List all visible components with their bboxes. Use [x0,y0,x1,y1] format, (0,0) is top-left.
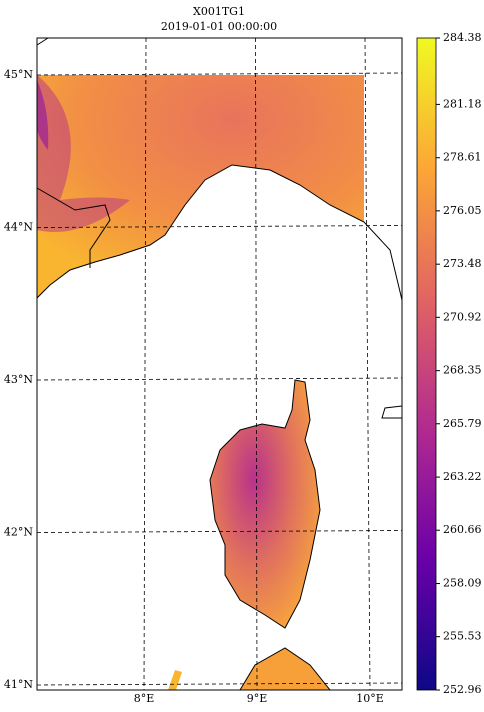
colorbar-tick-label: 265.79 [443,417,482,430]
lat-grid-line [36,72,403,76]
map-area [36,37,403,691]
map-subtitle: 2019-01-01 00:00:00 [161,20,277,33]
lon-label: 8°E [134,692,155,705]
lat-label: 43°N [4,373,33,386]
lat-grid-line [36,682,403,686]
lat-label: 41°N [4,678,33,691]
coastline [36,164,403,301]
lon-grid-line [143,37,147,691]
lat-grid-line [36,225,403,228]
colorbar-tick-label: 273.48 [443,257,482,270]
colorbar-tick-label: 284.38 [443,31,482,44]
colorbar-gradient [416,37,437,691]
lon-grid-line [364,37,371,691]
colorbar-tick-label: 252.96 [443,683,482,696]
colorbar [416,37,437,691]
colorbar-tick-label: 255.53 [443,630,482,643]
lon-label: 9°E [247,692,268,705]
lat-grid-line [36,530,403,533]
colorbar-tick-label: 263.22 [443,470,482,483]
lon-grid-line [255,37,258,691]
colorbar-tick-label: 260.66 [443,523,482,536]
colorbar-tick-label: 281.18 [443,97,482,110]
map-title: X001TG1 [193,5,245,18]
lat-label: 45°N [4,68,33,81]
map-frame [36,37,403,691]
alps-cold-2 [37,75,130,232]
lat-label: 44°N [4,221,33,234]
lat-grid-line [36,377,403,381]
colorbar-tick-label: 278.61 [443,151,482,164]
coast-top [36,37,49,46]
corsica-field [209,379,321,629]
lat-label: 42°N [4,526,33,539]
border [36,187,111,268]
mainland-field [37,75,364,298]
colorbar-tick-label: 276.05 [443,204,482,217]
islet [168,670,182,690]
colorbar-tick-label: 268.35 [443,364,482,377]
colorbar-tick-label: 270.92 [443,310,482,323]
lon-label: 10°E [356,692,384,705]
colorbar-tick-label: 258.09 [443,577,482,590]
coast-right [381,405,403,419]
